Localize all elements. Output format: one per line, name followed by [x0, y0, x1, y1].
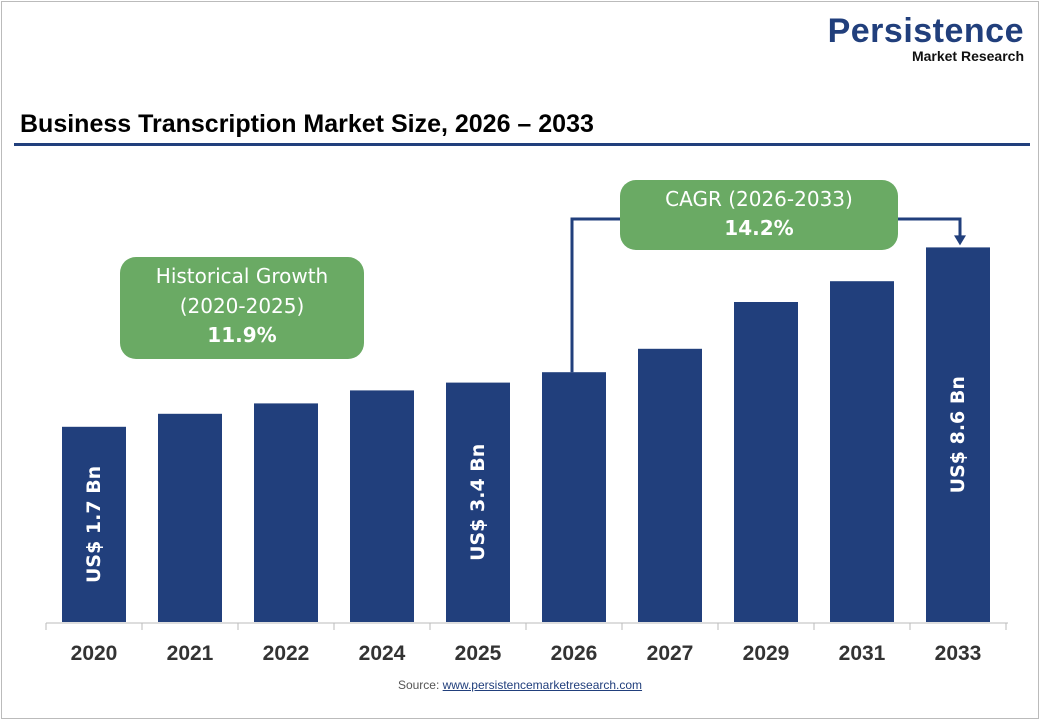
arrow-down-icon	[954, 235, 966, 246]
x-tick-label: 2027	[647, 642, 694, 665]
cagr-callout: CAGR (2026-2033) 14.2%	[620, 180, 898, 250]
bar-2029	[734, 302, 798, 622]
logo-main: Persistence	[827, 12, 1024, 50]
bar-2024	[350, 390, 414, 622]
source-label: Source:	[397, 678, 443, 692]
source-link[interactable]: www.persistencemarketresearch.com	[442, 678, 643, 692]
x-tick-label: 2033	[935, 642, 982, 665]
source: Source: www.persistencemarketresearch.co…	[0, 678, 1040, 692]
title-divider	[14, 143, 1030, 146]
bar-2020	[62, 426, 126, 622]
bar-2025	[446, 382, 510, 622]
historical-value: 11.9%	[207, 323, 277, 347]
x-tick-label: 2025	[455, 642, 502, 665]
logo: Persistence Market Research	[828, 14, 1024, 64]
x-tick-label: 2029	[743, 642, 790, 665]
bar-2026	[542, 372, 606, 622]
chart-title: Business Transcription Market Size, 2026…	[20, 110, 594, 138]
x-tick-label: 2020	[71, 642, 118, 665]
data-label-2025: US$ 3.4 Bn	[467, 444, 489, 561]
bar-2033	[926, 247, 990, 622]
historical-growth-callout: Historical Growth (2020-2025) 11.9%	[120, 257, 364, 359]
cagr-value: 14.2%	[724, 216, 794, 240]
x-tick-label: 2021	[167, 642, 214, 665]
data-label-2020: US$ 1.7 Bn	[83, 466, 105, 583]
x-tick-label: 2024	[359, 642, 406, 665]
logo-sub: Market Research	[911, 48, 1024, 64]
x-tick-label: 2022	[263, 642, 310, 665]
bar-2027	[638, 348, 702, 622]
cagr-label: CAGR (2026-2033)	[665, 187, 853, 211]
bar-2031	[830, 281, 894, 622]
historical-period: (2020-2025)	[179, 294, 305, 318]
bar-2021	[158, 413, 222, 622]
bar-2022	[254, 403, 318, 622]
x-tick-label: 2031	[839, 642, 886, 665]
x-tick-label: 2026	[551, 642, 598, 665]
data-label-2033: US$ 8.6 Bn	[947, 376, 969, 493]
historical-label: Historical Growth	[155, 264, 329, 288]
